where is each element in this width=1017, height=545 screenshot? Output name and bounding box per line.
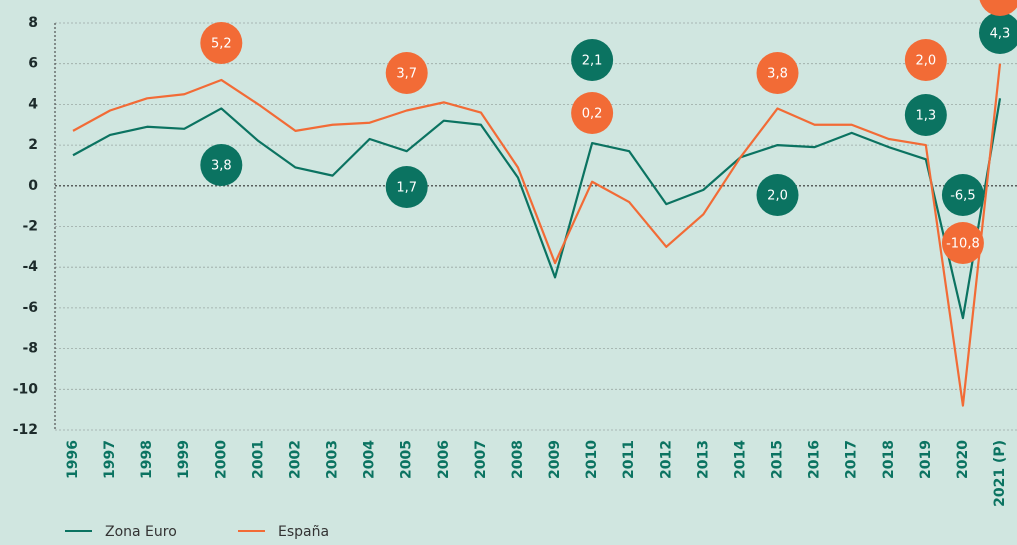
data-label: 0,2 xyxy=(582,107,603,122)
legend-label: Zona Euro xyxy=(105,524,177,540)
value-bubble: 0,2 xyxy=(571,92,614,134)
value-bubble: 1,3 xyxy=(904,94,947,136)
y-tick-label: -12 xyxy=(13,422,38,438)
x-tick-label: 2000 xyxy=(213,440,229,479)
x-tick-label: 2002 xyxy=(287,440,303,479)
x-tick-label: 2004 xyxy=(362,440,378,479)
x-tick-label: 1997 xyxy=(102,440,118,479)
data-label: 1,7 xyxy=(396,181,417,196)
x-tick-label: 2010 xyxy=(584,440,600,479)
bubble xyxy=(571,39,614,81)
x-tick-label: 2017 xyxy=(844,440,860,479)
bubble xyxy=(385,52,428,94)
bubble xyxy=(756,52,799,94)
bubble xyxy=(200,144,243,186)
y-tick-label: -4 xyxy=(22,259,38,275)
bubble xyxy=(941,222,984,264)
y-tick-label: 2 xyxy=(28,137,38,153)
y-tick-label: 8 xyxy=(28,15,38,31)
data-label: 2,0 xyxy=(767,189,788,204)
data-label: 3,7 xyxy=(396,67,417,82)
x-tick-label: 2007 xyxy=(473,440,489,479)
x-tick-label: 1996 xyxy=(65,440,81,479)
legend-label: España xyxy=(278,524,329,540)
x-tick-label: 2005 xyxy=(399,440,415,479)
series-line xyxy=(72,98,1002,320)
x-tick-label: 2020 xyxy=(955,440,971,479)
x-tick-label: 2008 xyxy=(510,440,526,479)
x-tick-label: 2014 xyxy=(732,440,748,479)
value-bubble: 3,8 xyxy=(756,52,799,94)
value-bubble: 2,0 xyxy=(756,174,799,216)
value-bubble: 2,0 xyxy=(904,39,947,81)
y-tick-label: 0 xyxy=(28,178,38,194)
y-tick-label: -2 xyxy=(22,219,38,235)
bubble xyxy=(385,166,428,208)
data-label: 2,1 xyxy=(582,54,603,69)
y-tick-label: -6 xyxy=(22,300,38,316)
data-label: 1,3 xyxy=(915,109,936,124)
bubble xyxy=(571,92,614,134)
bubble xyxy=(904,94,947,136)
data-label: -6,5 xyxy=(950,189,975,204)
data-label: 4,3 xyxy=(990,27,1011,42)
data-label: 3,8 xyxy=(211,159,232,174)
value-bubble: 3,7 xyxy=(385,52,428,94)
x-tick-label: 2011 xyxy=(621,440,637,479)
x-tick-label: 2003 xyxy=(325,440,341,479)
x-tick-label: 2006 xyxy=(436,440,452,479)
y-tick-label: 6 xyxy=(28,56,38,72)
data-label: 2,0 xyxy=(915,54,936,69)
x-tick-label: 2013 xyxy=(695,440,711,479)
x-tick-label: 2012 xyxy=(658,440,674,479)
value-bubble: 5,2 xyxy=(200,22,243,64)
y-tick-label: -8 xyxy=(22,341,38,357)
x-tick-label: 2016 xyxy=(807,440,823,479)
bubble xyxy=(756,174,799,216)
x-tick-label: 2015 xyxy=(770,440,786,479)
value-bubble: -6,5 xyxy=(941,174,984,216)
x-tick-label: 1999 xyxy=(176,440,192,479)
bubble xyxy=(200,22,243,64)
value-bubble: -10,8 xyxy=(941,222,984,264)
x-tick-label: 2019 xyxy=(918,440,934,479)
value-bubble xyxy=(979,0,1017,16)
value-bubble: 2,1 xyxy=(571,39,614,81)
bubble xyxy=(904,39,947,81)
bubble xyxy=(979,0,1017,16)
value-bubble: 1,7 xyxy=(385,166,428,208)
data-label: -10,8 xyxy=(946,237,980,252)
x-tick-label: 2009 xyxy=(547,440,563,479)
x-tick-label: 2021 (P) xyxy=(992,440,1008,507)
y-tick-label: 4 xyxy=(28,96,38,112)
y-tick-label: -10 xyxy=(13,381,39,397)
value-bubble: 4,3 xyxy=(979,12,1017,54)
series-line xyxy=(72,63,1002,407)
x-tick-label: 1998 xyxy=(139,440,155,479)
x-tick-label: 2018 xyxy=(881,440,897,479)
value-bubble: 3,8 xyxy=(200,144,243,186)
data-label: 5,2 xyxy=(211,37,232,52)
data-label: 3,8 xyxy=(767,67,788,82)
bubble xyxy=(979,12,1017,54)
bubble xyxy=(941,174,984,216)
x-tick-label: 2001 xyxy=(250,440,266,479)
